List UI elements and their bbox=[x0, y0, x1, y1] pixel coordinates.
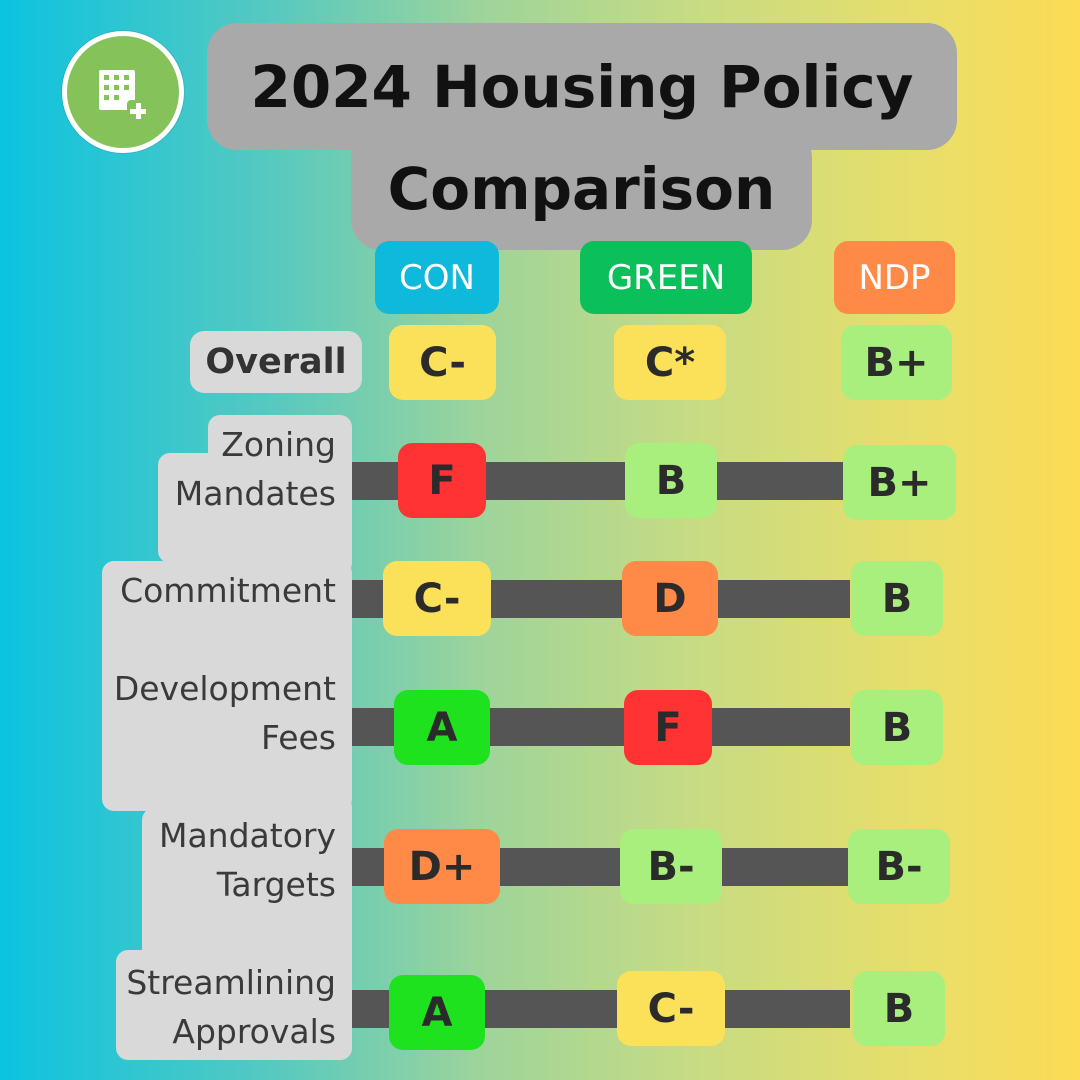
grade-targets-con: D+ bbox=[384, 829, 500, 904]
party-header-con: CON bbox=[375, 241, 499, 314]
grade-targets-green: B- bbox=[620, 829, 722, 904]
grade-commitment-green: D bbox=[622, 561, 718, 636]
label-column-background bbox=[102, 415, 352, 1060]
overall-label: Overall bbox=[190, 331, 362, 393]
title-line-1: 2024 Housing Policy bbox=[250, 52, 914, 121]
party-header-green: GREEN bbox=[580, 241, 752, 314]
grade-zoning-con: F bbox=[398, 443, 486, 518]
grade-commitment-con: C- bbox=[383, 561, 491, 636]
grade-commitment-ndp: B bbox=[851, 561, 943, 636]
row-label-zoning-mandates: Zoning Mandates bbox=[174, 425, 336, 513]
row-label-streamlining-approvals: Streamlining Approvals bbox=[126, 963, 336, 1051]
party-header-ndp: NDP bbox=[834, 241, 955, 314]
grade-zoning-ndp: B+ bbox=[843, 445, 956, 520]
grade-streamlining-green: C- bbox=[617, 971, 725, 1046]
grade-devfees-con: A bbox=[394, 690, 490, 765]
row-label-commitment: Commitment bbox=[120, 571, 336, 610]
overall-grade-ndp: B+ bbox=[841, 325, 952, 400]
grade-zoning-green: B bbox=[625, 443, 717, 518]
title-line-2: Comparison bbox=[387, 155, 776, 223]
title-box-upper: 2024 Housing Policy bbox=[207, 23, 957, 150]
grade-streamlining-ndp: B bbox=[853, 971, 945, 1046]
grade-devfees-green: F bbox=[624, 690, 712, 765]
row-label-mandatory-targets: Mandatory Targets bbox=[158, 816, 336, 904]
overall-grade-con: C- bbox=[389, 325, 496, 400]
grade-devfees-ndp: B bbox=[851, 690, 943, 765]
housing-logo bbox=[62, 31, 184, 153]
row-label-development-fees: Development Fees bbox=[113, 669, 336, 757]
overall-grade-green: C* bbox=[614, 325, 726, 400]
grade-targets-ndp: B- bbox=[848, 829, 950, 904]
building-plus-icon bbox=[99, 70, 149, 122]
grade-streamlining-con: A bbox=[389, 975, 485, 1050]
